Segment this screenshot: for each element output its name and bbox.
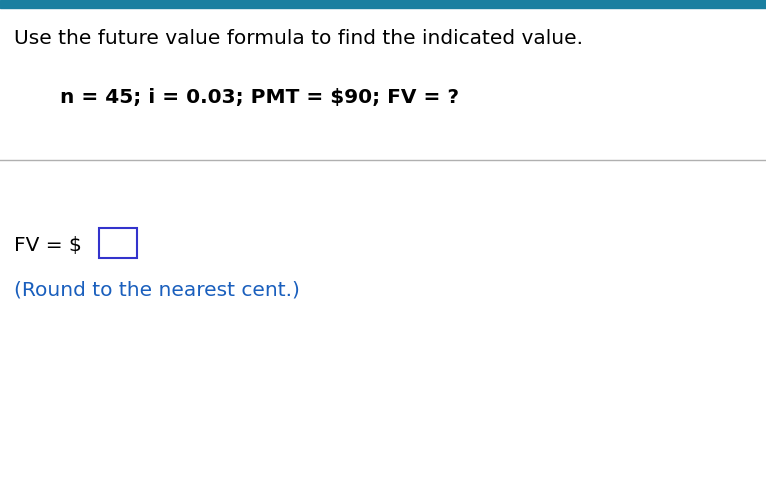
Text: (Round to the nearest cent.): (Round to the nearest cent.)	[14, 281, 300, 299]
Text: FV = $: FV = $	[14, 235, 82, 255]
Text: n = 45; i = 0.03; PMT = $90; FV = ?: n = 45; i = 0.03; PMT = $90; FV = ?	[60, 89, 459, 107]
Bar	[0, 0, 766, 8]
Bar	[99, 228, 137, 258]
Text: Use the future value formula to find the indicated value.: Use the future value formula to find the…	[14, 29, 583, 47]
